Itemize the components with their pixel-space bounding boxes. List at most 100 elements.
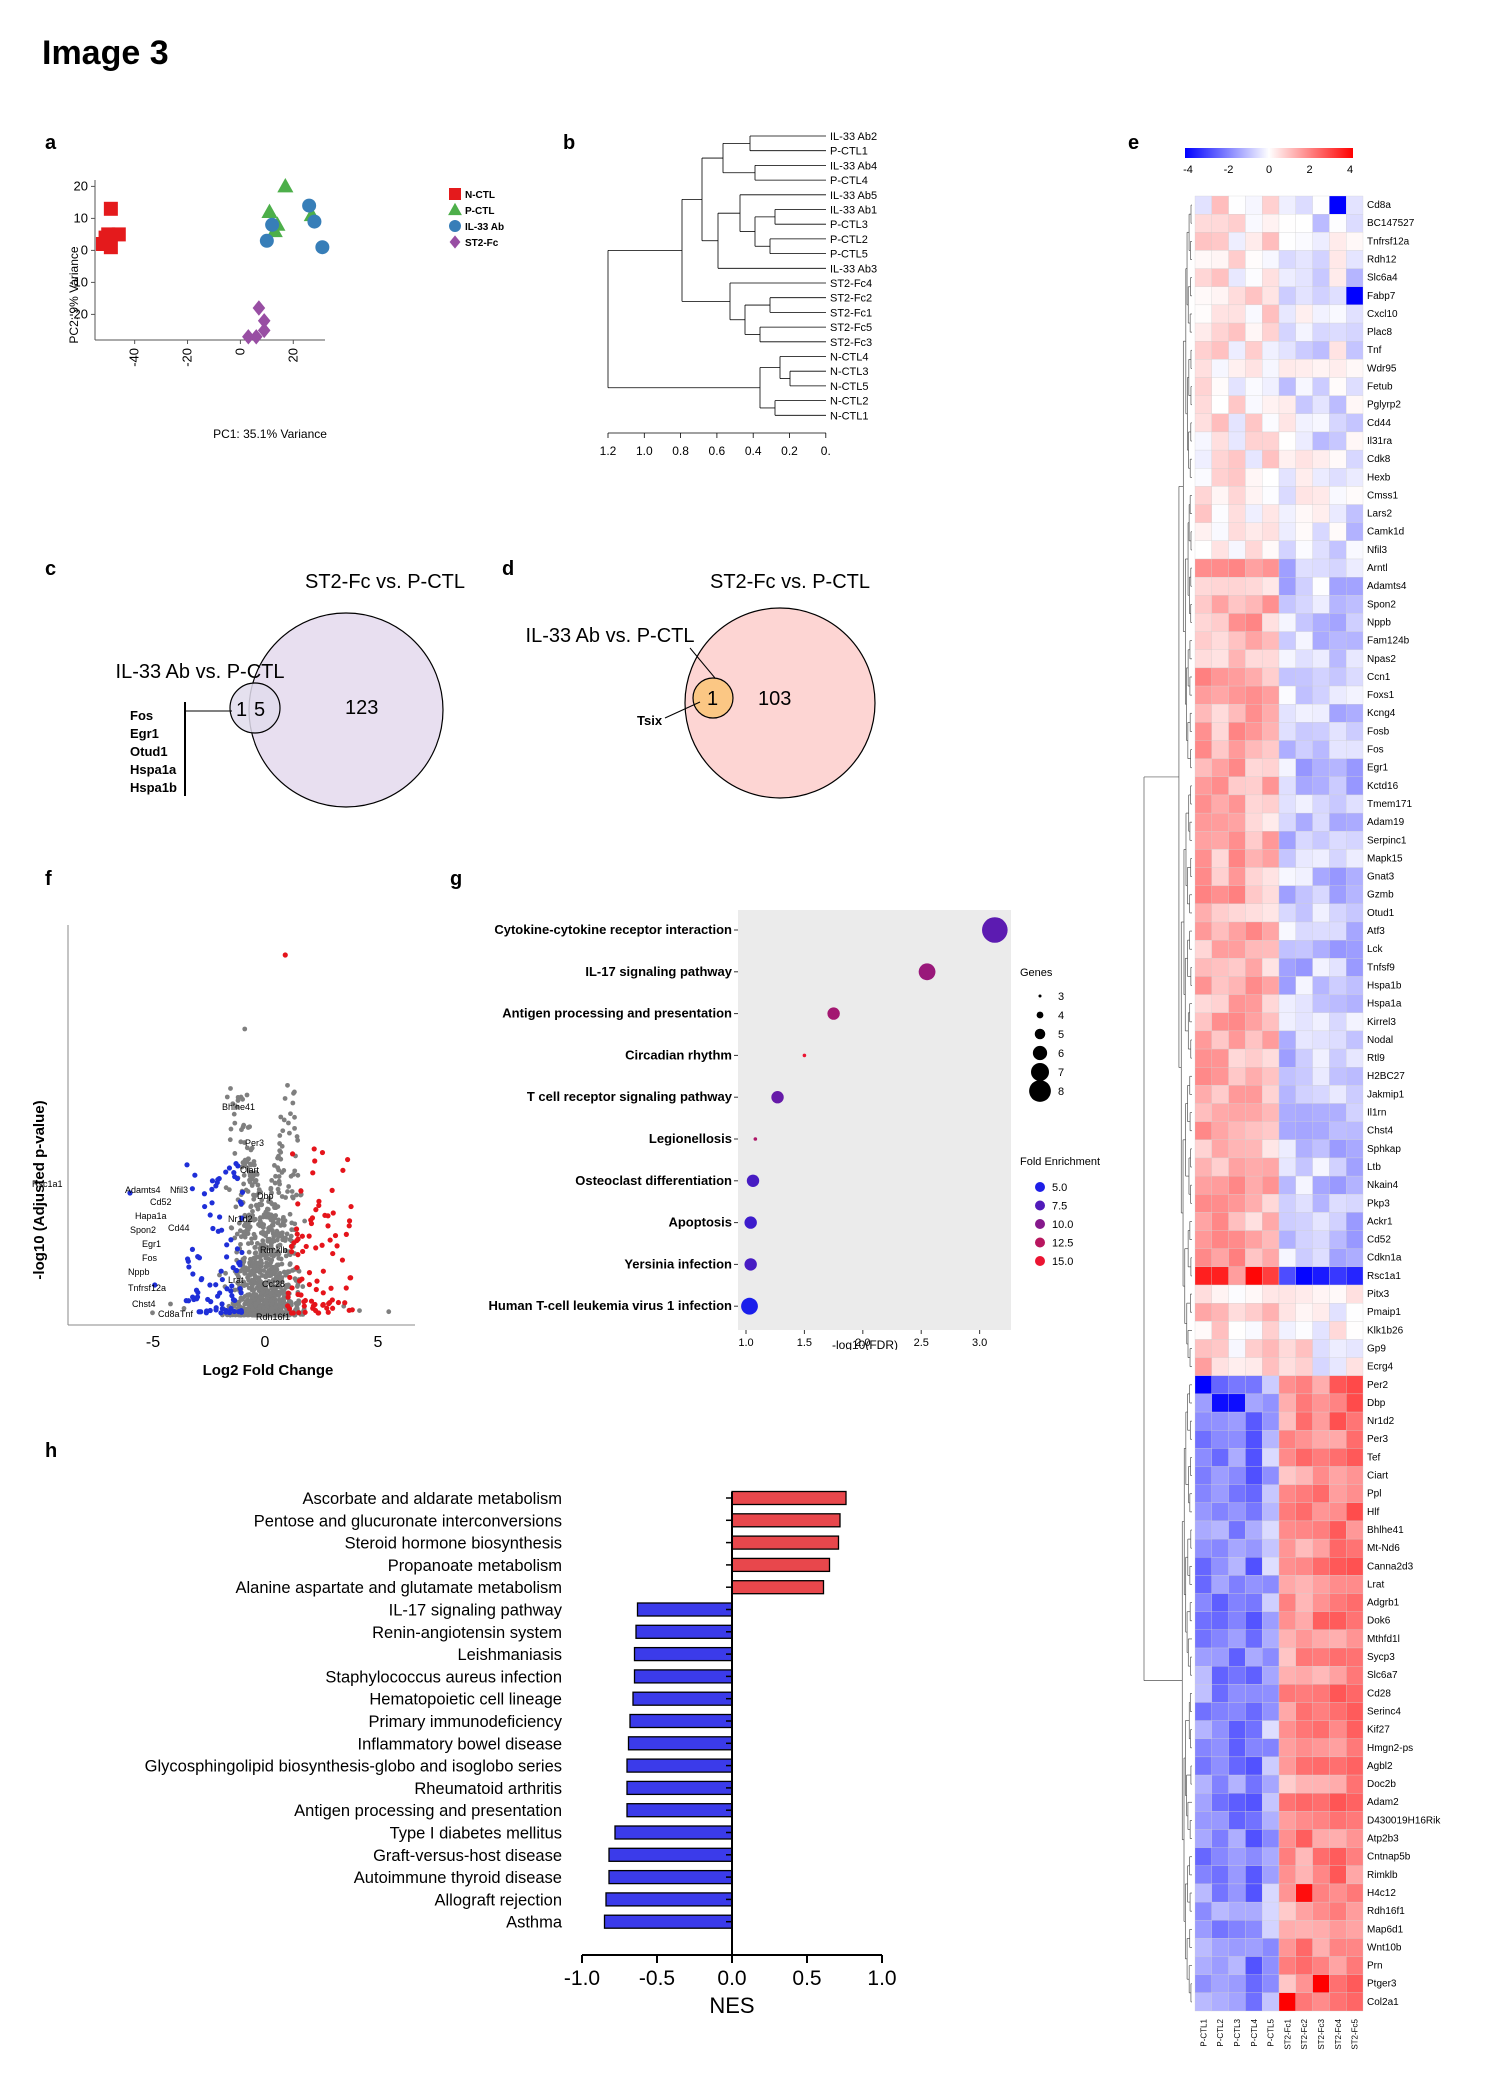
- heatmap-cell: [1295, 1756, 1313, 1776]
- heatmap-cell: [1211, 1103, 1229, 1122]
- volcano-point-ns: [249, 1277, 255, 1283]
- nes-bar: [629, 1713, 733, 1729]
- heatmap-cell: [1312, 1666, 1330, 1685]
- heatmap-cell: [1312, 1266, 1330, 1286]
- heatmap-cell: [1262, 1502, 1280, 1522]
- volcano-point-ns: [248, 1299, 253, 1304]
- heatmap-cell: [1295, 940, 1313, 959]
- heatmap-cell: [1329, 486, 1347, 505]
- volcano-point-up: [316, 1202, 322, 1209]
- heatmap-cell: [1228, 1157, 1246, 1177]
- heatmap-cell: [1346, 1647, 1364, 1667]
- heatmap-cell: [1312, 1121, 1330, 1140]
- heatmap-cell: [1295, 903, 1313, 923]
- heatmap-cell: [1346, 867, 1364, 886]
- heatmap-cell: [1262, 1030, 1280, 1050]
- heatmap-cell: [1245, 1284, 1263, 1304]
- volcano-point-ns: [284, 1231, 290, 1237]
- heatmap-cell: [1211, 449, 1229, 469]
- heatmap-cell: [1295, 1393, 1313, 1413]
- heatmap-cell: [1295, 1284, 1313, 1304]
- volcano-point-ns: [245, 1292, 251, 1298]
- volcano-point-up: [343, 1285, 349, 1291]
- volcano-point-ns: [275, 1249, 281, 1255]
- heatmap-cell: [1329, 214, 1347, 233]
- heatmap-cell: [1245, 595, 1263, 614]
- heatmap-row-label: Agbl2: [1367, 1761, 1393, 1772]
- heatmap-row-label: Tef: [1367, 1452, 1381, 1463]
- dendrogram-leaf-label: N-CTL5: [830, 381, 869, 393]
- heatmap-cell: [1194, 1175, 1212, 1195]
- pca-point: [307, 214, 322, 229]
- heatmap-cell: [1245, 1466, 1263, 1485]
- heatmap-cell: [1312, 540, 1330, 560]
- volcano-point-ns: [291, 1172, 296, 1177]
- volcano-point-ns: [281, 1117, 287, 1123]
- heatmap-row-label: Canna2d3: [1367, 1561, 1414, 1572]
- volcano-point-ns: [295, 1137, 301, 1143]
- nes-bar: [635, 1624, 733, 1639]
- heatmap-cell: [1211, 1339, 1229, 1358]
- heatmap-cell: [1211, 431, 1229, 451]
- volcano-point-ns: [283, 1272, 289, 1278]
- heatmap-cell: [1295, 1375, 1313, 1395]
- volcano-point-down: [189, 1246, 196, 1253]
- heatmap-cell: [1329, 1974, 1347, 1993]
- heatmap-cell: [1312, 322, 1330, 342]
- volcano-point-ns: [267, 1195, 272, 1201]
- nes-xtick: 0.5: [792, 1967, 821, 1990]
- heatmap-cell: [1278, 377, 1296, 396]
- heatmap-cell: [1194, 849, 1212, 868]
- heatmap-cell: [1329, 722, 1347, 741]
- volcano-point-ns: [283, 1283, 288, 1289]
- heatmap-cell: [1295, 250, 1313, 269]
- heatmap-cell: [1245, 1103, 1263, 1122]
- heatmap-cell: [1278, 268, 1296, 287]
- volcano-point-up: [282, 952, 288, 958]
- dendrogram-leaf-label: IL-33 Ab3: [830, 263, 877, 275]
- heatmap-cell: [1295, 831, 1313, 850]
- heatmap-cell: [1346, 1666, 1364, 1685]
- heatmap-cell: [1262, 940, 1280, 959]
- volcano-point-ns: [292, 1276, 298, 1282]
- heatmap-cell: [1262, 1647, 1280, 1667]
- heatmap-cell: [1245, 1774, 1263, 1794]
- heatmap-cell: [1312, 468, 1330, 487]
- heatmap-cell: [1228, 958, 1246, 977]
- heatmap-cell: [1211, 1230, 1229, 1249]
- heatmap-cell: [1228, 1575, 1246, 1594]
- volcano-point-down: [219, 1306, 225, 1312]
- heatmap-cell: [1329, 1829, 1347, 1848]
- heatmap-cell: [1228, 1085, 1246, 1104]
- volcano-point-ns: [248, 1204, 254, 1210]
- heatmap-row-label: Il31ra: [1367, 436, 1392, 447]
- heatmap-cell: [1228, 1738, 1246, 1758]
- heatmap-row-label: Cntnap5b: [1367, 1852, 1411, 1863]
- heatmap-cell: [1346, 613, 1364, 632]
- volcano-point-ns: [258, 1247, 264, 1253]
- heatmap-cell: [1278, 667, 1296, 687]
- heatmap-cell: [1312, 831, 1330, 850]
- heatmap-cell: [1228, 268, 1246, 287]
- heatmap-cell: [1312, 1920, 1330, 1939]
- heatmap-cell: [1262, 431, 1280, 451]
- heatmap-cell: [1312, 885, 1330, 905]
- dendrogram-leaf-label: N-CTL1: [830, 410, 869, 422]
- heatmap-cell: [1228, 722, 1246, 741]
- pca-point: [261, 203, 278, 218]
- nes-bar: [603, 1914, 733, 1929]
- heatmap-cell: [1194, 504, 1212, 523]
- heatmap-cell: [1329, 1339, 1347, 1358]
- heatmap-cell: [1228, 1448, 1246, 1467]
- heatmap-cell: [1295, 359, 1313, 378]
- heatmap-cell: [1228, 740, 1246, 759]
- heatmap-cell: [1295, 595, 1313, 614]
- volcano-point-ns: [249, 1240, 255, 1246]
- heatmap-cell: [1262, 994, 1280, 1013]
- heatmap-cell: [1262, 1684, 1280, 1703]
- panel-d-label: d: [502, 558, 515, 580]
- heatmap-cell: [1194, 1448, 1212, 1467]
- heatmap-row-label: Slc6a7: [1367, 1670, 1398, 1681]
- heatmap-cell: [1211, 1738, 1229, 1758]
- dotplot-genes-legend-dot: [1034, 1028, 1046, 1040]
